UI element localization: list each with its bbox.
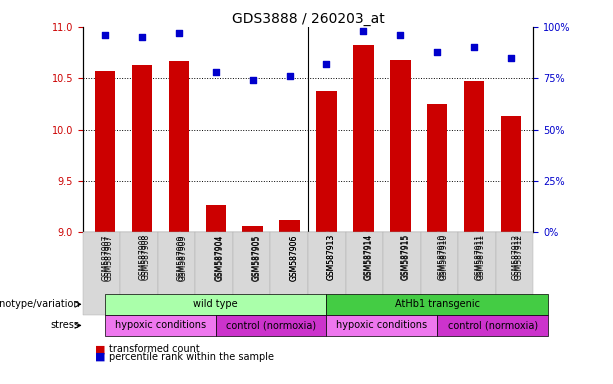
Text: GSM587910: GSM587910: [440, 234, 449, 280]
Text: ■: ■: [95, 352, 105, 362]
Text: GSM587907: GSM587907: [105, 234, 114, 281]
Text: GSM587906: GSM587906: [289, 234, 299, 281]
Text: hypoxic conditions: hypoxic conditions: [115, 320, 206, 331]
Point: [432, 48, 442, 55]
Text: percentile rank within the sample: percentile rank within the sample: [109, 352, 273, 362]
Bar: [427, 104, 447, 232]
Text: GSM587914: GSM587914: [364, 234, 373, 280]
Text: GSM587905: GSM587905: [253, 234, 262, 281]
Point: [359, 28, 368, 34]
Bar: [316, 91, 337, 232]
Text: control (normoxia): control (normoxia): [226, 320, 316, 331]
Text: GSM587907: GSM587907: [102, 234, 110, 281]
Bar: [132, 65, 152, 232]
Text: GSM587914: GSM587914: [364, 234, 373, 280]
Text: GSM587904: GSM587904: [214, 234, 223, 281]
Text: GSM587915: GSM587915: [402, 234, 411, 280]
Text: GSM587911: GSM587911: [474, 234, 483, 280]
Text: GSM587908: GSM587908: [139, 234, 148, 280]
Bar: [390, 60, 411, 232]
Bar: [464, 81, 484, 232]
Point: [137, 34, 147, 40]
Text: GSM587905: GSM587905: [252, 234, 261, 281]
Text: GSM587909: GSM587909: [177, 234, 186, 281]
Text: genotype/variation: genotype/variation: [0, 299, 80, 310]
Text: ■: ■: [95, 344, 105, 354]
Text: hypoxic conditions: hypoxic conditions: [337, 320, 427, 331]
Point: [248, 77, 257, 83]
Text: AtHb1 transgenic: AtHb1 transgenic: [395, 299, 480, 310]
Text: GSM587911: GSM587911: [477, 234, 486, 280]
Text: wild type: wild type: [193, 299, 238, 310]
Point: [211, 69, 221, 75]
Text: GSM587913: GSM587913: [327, 234, 336, 280]
Text: stress: stress: [51, 320, 80, 331]
Text: GSM587912: GSM587912: [511, 234, 520, 280]
Text: transformed count: transformed count: [109, 344, 199, 354]
Text: GSM587906: GSM587906: [289, 234, 299, 281]
Point: [174, 30, 184, 36]
Bar: [169, 61, 189, 232]
Text: GSM587904: GSM587904: [216, 234, 225, 281]
Bar: [353, 45, 373, 232]
Text: GSM587915: GSM587915: [400, 234, 409, 280]
Bar: [501, 116, 521, 232]
Bar: [205, 205, 226, 232]
Text: GSM587909: GSM587909: [179, 234, 188, 281]
Point: [506, 55, 516, 61]
Text: GSM587912: GSM587912: [514, 234, 524, 280]
Point: [284, 73, 294, 79]
Point: [395, 32, 405, 38]
Point: [470, 44, 479, 50]
Point: [100, 32, 110, 38]
Point: [322, 61, 332, 67]
Text: control (normoxia): control (normoxia): [447, 320, 538, 331]
Text: GSM587910: GSM587910: [437, 234, 446, 280]
Text: GSM587913: GSM587913: [327, 234, 335, 280]
Bar: [95, 71, 115, 232]
Title: GDS3888 / 260203_at: GDS3888 / 260203_at: [232, 12, 384, 26]
Bar: [243, 226, 263, 232]
Bar: [280, 220, 300, 232]
Text: GSM587908: GSM587908: [142, 234, 151, 280]
